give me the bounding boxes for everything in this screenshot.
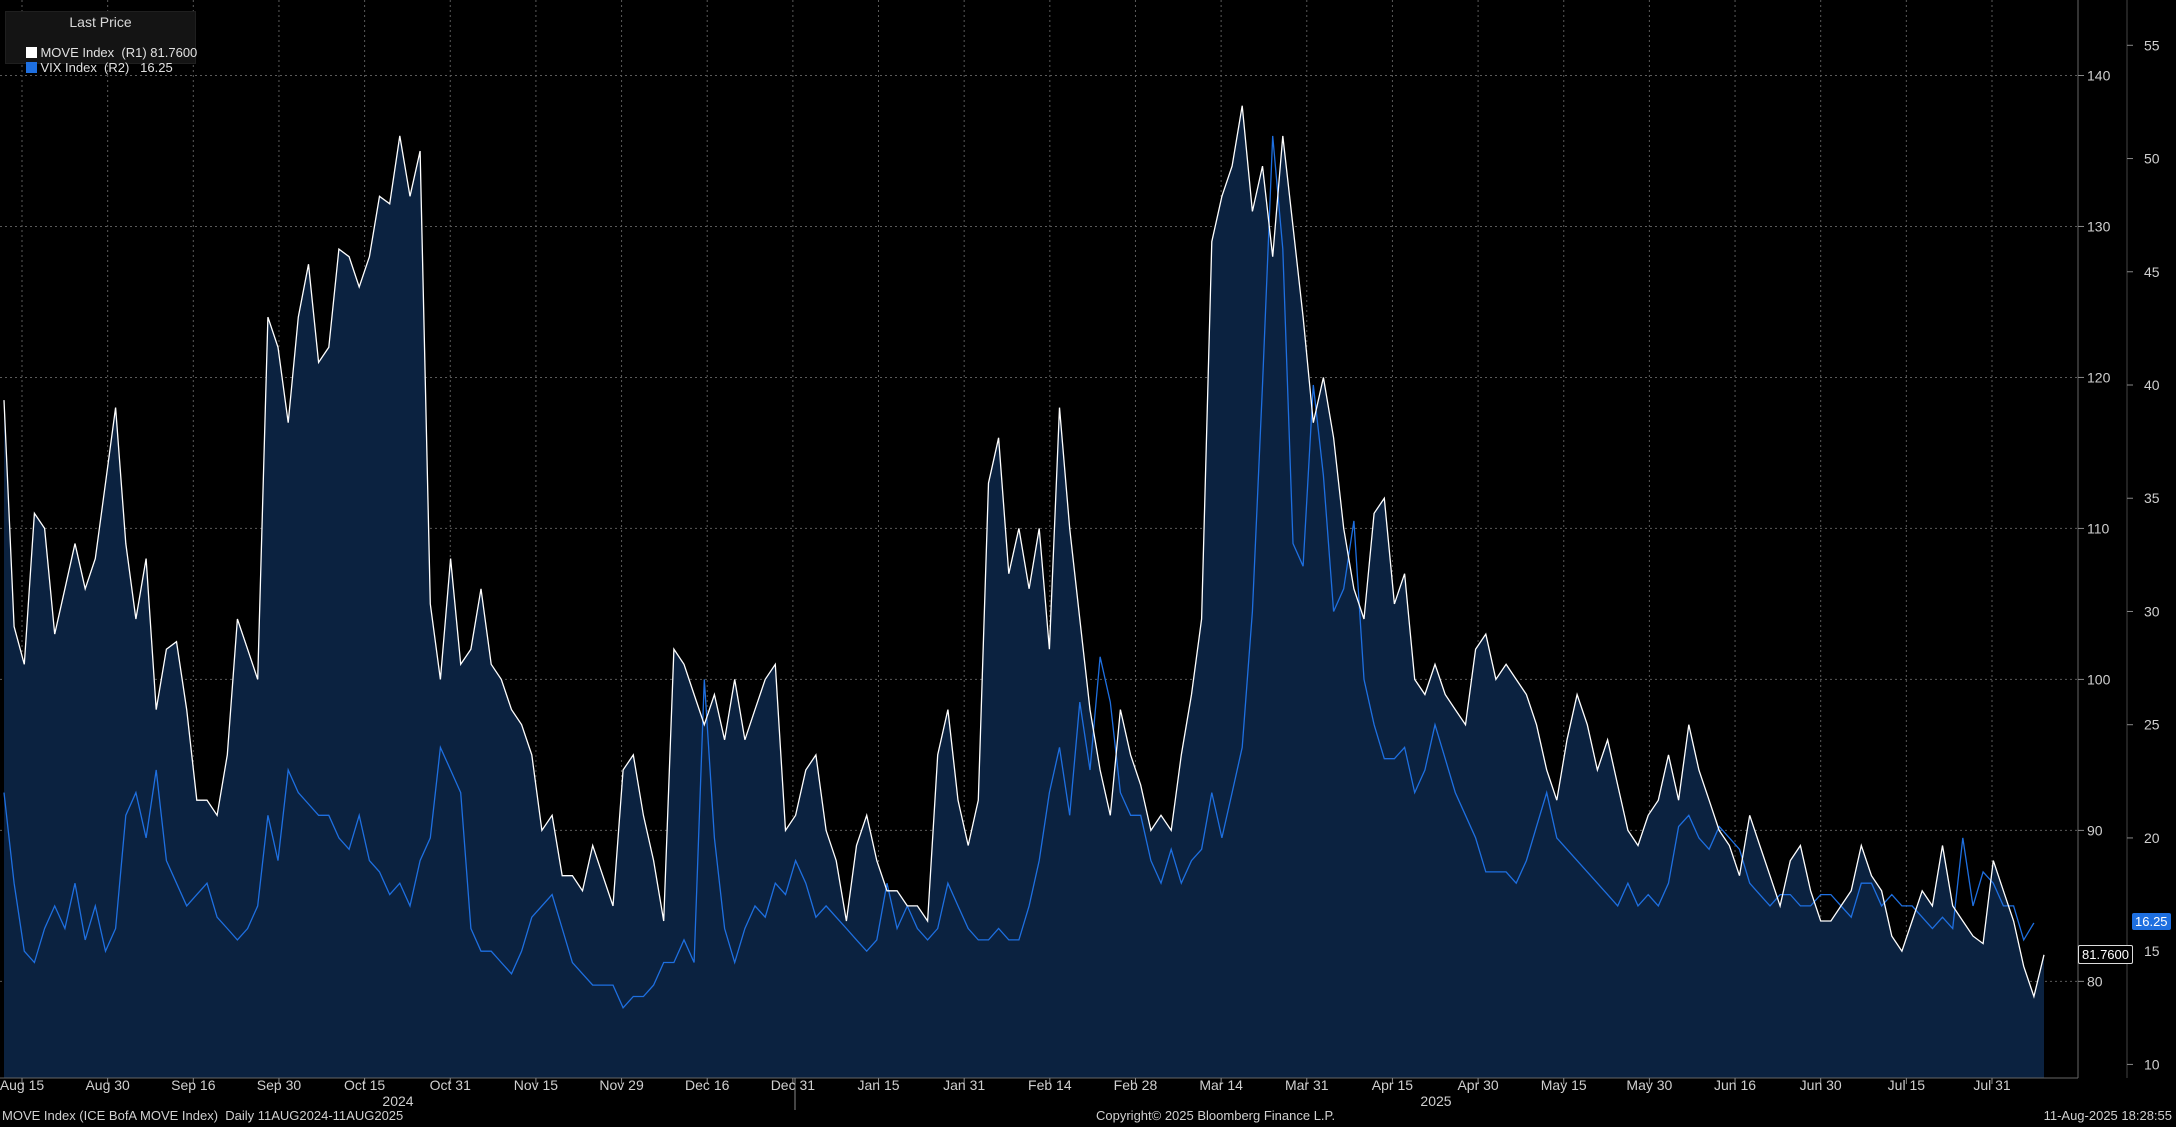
- legend-title: Last Price: [69, 14, 132, 30]
- legend: Last Price MOVE Index (R1) 81.7600 VIX I…: [5, 11, 197, 75]
- x-tick-label: Oct 31: [430, 1077, 471, 1093]
- r2-tick-label: 25: [2144, 717, 2160, 733]
- r1-tick-label: 140: [2087, 67, 2111, 83]
- legend-swatch-move: [26, 47, 38, 58]
- x-tick-label: Feb 14: [1028, 1077, 1072, 1093]
- legend-item-move: MOVE Index (R1) 81.7600: [12, 30, 197, 75]
- x-tick-label: Mar 14: [1199, 1077, 1243, 1093]
- x-tick-label: Jan 31: [943, 1077, 985, 1093]
- footer-source: MOVE Index (ICE BofA MOVE Index) Daily 1…: [2, 1108, 404, 1123]
- x-tick-label: Feb 28: [1114, 1077, 1158, 1093]
- x-tick-label: Sep 30: [257, 1077, 302, 1093]
- r1-tick-label: 120: [2087, 369, 2111, 385]
- x-tick-label: Nov 29: [599, 1077, 644, 1093]
- x-tick-label: Dec 31: [771, 1077, 816, 1093]
- r1-tick-label: 90: [2087, 822, 2103, 838]
- legend-label-move: MOVE Index (R1): [40, 45, 147, 60]
- vix-last-tag: 16.25: [2132, 912, 2171, 930]
- legend-value-move: 81.7600: [150, 45, 198, 60]
- footer-copyright: Copyright© 2025 Bloomberg Finance L.P.: [1096, 1108, 1336, 1123]
- r2-tick-label: 10: [2144, 1056, 2160, 1072]
- x-tick-label: May 15: [1541, 1077, 1587, 1093]
- r2-tick-label: 45: [2144, 264, 2160, 280]
- x-tick-label: Jun 16: [1714, 1077, 1756, 1093]
- footer-timestamp: 11-Aug-2025 18:28:55: [2043, 1108, 2172, 1123]
- x-tick-label: Sep 16: [171, 1077, 216, 1093]
- r2-tick-label: 15: [2144, 943, 2160, 959]
- r1-tick-label: 80: [2087, 973, 2103, 989]
- x-tick-label: Apr 30: [1457, 1077, 1498, 1093]
- legend-value-vix: 16.25: [140, 60, 173, 75]
- vix-series-line: [3, 135, 2035, 1009]
- legend-label-vix: VIX Index (R2): [40, 60, 130, 75]
- legend-item-vix: VIX Index (R2) 16.25: [12, 45, 173, 90]
- r2-tick-label: 20: [2144, 830, 2160, 846]
- move-last-tag: 81.7600: [2078, 944, 2133, 964]
- x-tick-label: Mar 31: [1285, 1077, 1329, 1093]
- move-series-line: [3, 105, 2045, 999]
- x-tick-label: Jul 15: [1888, 1077, 1926, 1093]
- x-axis: Aug 15 Aug 30 Sep 16 Sep 30 Oct 15 Oct 31 Nov …: [0, 1077, 2011, 1110]
- x-tick-label: Apr 15: [1372, 1077, 1413, 1093]
- x-tick-label: Jan 15: [857, 1077, 899, 1093]
- x-tick-label: Dec 16: [685, 1077, 730, 1093]
- r1-tick-label: 100: [2087, 671, 2111, 687]
- x-tick-label: May 30: [1626, 1077, 1672, 1093]
- x-tick-label: Nov 15: [514, 1077, 559, 1093]
- r2-tick-label: 35: [2144, 490, 2160, 506]
- legend-swatch-vix: [26, 62, 38, 73]
- x-tick-label: Jun 30: [1800, 1077, 1842, 1093]
- r2-tick-label: 30: [2144, 603, 2160, 619]
- r1-tick-label: 110: [2087, 520, 2110, 536]
- y-axis-r1: 80 90 100 110 120 130 140: [2078, 67, 2111, 989]
- x-tick-label: Oct 15: [344, 1077, 385, 1093]
- year-label: 2024: [382, 1093, 413, 1109]
- x-tick-label: Aug 15: [0, 1077, 44, 1093]
- x-tick-label: Jul 31: [1973, 1077, 2011, 1093]
- r1-tick-label: 130: [2087, 218, 2111, 234]
- r2-tick-label: 40: [2144, 377, 2160, 393]
- r2-tick-label: 50: [2144, 151, 2160, 167]
- year-label: 2025: [1420, 1093, 1451, 1109]
- y-axis-r2: 10 15 20 25 30 35 40 45 50 55: [2127, 37, 2160, 1072]
- x-tick-label: Aug 30: [85, 1077, 130, 1093]
- r2-tick-label: 55: [2144, 37, 2160, 53]
